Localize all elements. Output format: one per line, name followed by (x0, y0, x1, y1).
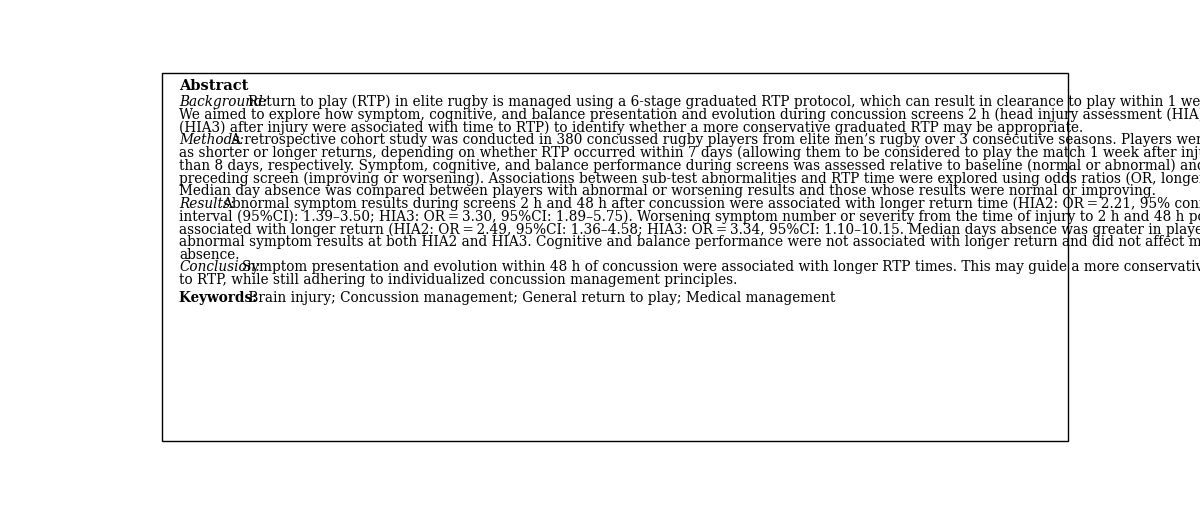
Text: We aimed to explore how symptom, cognitive, and balance presentation and evoluti: We aimed to explore how symptom, cogniti… (180, 108, 1200, 122)
Text: as shorter or longer returns, depending on whether RTP occurred within 7 days (a: as shorter or longer returns, depending … (180, 146, 1200, 160)
Text: Abstract: Abstract (180, 79, 248, 93)
Text: Results:: Results: (180, 196, 235, 211)
Text: Symptom presentation and evolution within 48 h of concussion were associated wit: Symptom presentation and evolution withi… (242, 260, 1200, 274)
Text: Background:: Background: (180, 95, 268, 109)
Text: absence.: absence. (180, 247, 240, 262)
Text: abnormal symptom results at both HIA2 and HIA3. Cognitive and balance performanc: abnormal symptom results at both HIA2 an… (180, 235, 1200, 249)
Text: interval (95%CI): 1.39–3.50; HIA3: OR = 3.30, 95%CI: 1.89–5.75). Worsening sympt: interval (95%CI): 1.39–3.50; HIA3: OR = … (180, 209, 1200, 224)
Text: Methods:: Methods: (180, 133, 245, 147)
Text: to RTP, while still adhering to individualized concussion management principles.: to RTP, while still adhering to individu… (180, 273, 738, 287)
Text: Conclusion:: Conclusion: (180, 260, 260, 274)
Text: preceding screen (improving or worsening). Associations between sub-test abnorma: preceding screen (improving or worsening… (180, 172, 1200, 186)
Text: Abnormal symptom results during screens 2 h and 48 h after concussion were assoc: Abnormal symptom results during screens … (222, 196, 1200, 211)
Text: Median day absence was compared between players with abnormal or worsening resul: Median day absence was compared between … (180, 184, 1157, 198)
Text: A retrospective cohort study was conducted in 380 concussed rugby players from e: A retrospective cohort study was conduct… (230, 133, 1200, 147)
Text: associated with longer return (HIA2: OR = 2.49, 95%CI: 1.36–4.58; HIA3: OR = 3.3: associated with longer return (HIA2: OR … (180, 222, 1200, 237)
Text: (HIA3) after injury were associated with time to RTP) to identify whether a more: (HIA3) after injury were associated with… (180, 121, 1084, 135)
Text: Keywords:: Keywords: (180, 291, 263, 305)
Text: Return to play (RTP) in elite rugby is managed using a 6-stage graduated RTP pro: Return to play (RTP) in elite rugby is m… (248, 95, 1200, 109)
Text: than 8 days, respectively. Symptom, cognitive, and balance performance during sc: than 8 days, respectively. Symptom, cogn… (180, 159, 1200, 173)
Text: Brain injury; Concussion management; General return to play; Medical management: Brain injury; Concussion management; Gen… (244, 291, 835, 305)
